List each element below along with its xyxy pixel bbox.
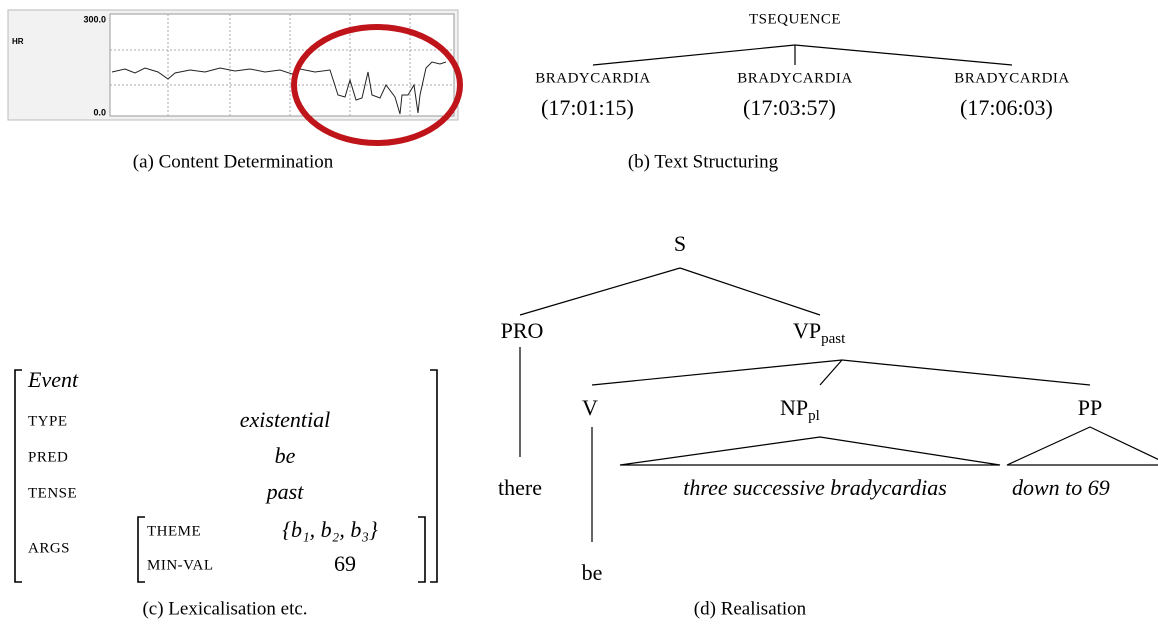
node-subscript: pl	[808, 408, 820, 424]
avm-feature: PRED	[28, 449, 68, 465]
time: (17:03:57)	[743, 95, 836, 120]
leaf: there	[498, 475, 542, 500]
time: (17:06:03)	[960, 95, 1053, 120]
avm-value: {b₁, b₂, b₃}	[282, 517, 378, 542]
avm-brackets	[15, 370, 437, 582]
caption: (d) Realisation	[694, 598, 807, 619]
tree-root: TSEQUENCE	[749, 11, 841, 27]
node-subscript: past	[821, 331, 846, 347]
caption: (c) Lexicalisation etc.	[142, 598, 307, 619]
top-label: 300.0	[83, 14, 106, 24]
time: (17:01:15)	[541, 95, 634, 120]
leaf: three successive bradycardias	[683, 475, 947, 500]
leaf: down to 69	[1012, 475, 1110, 500]
tree-node: BRADYCARDIA	[535, 70, 651, 86]
node-label: NP	[780, 395, 808, 420]
axis-label: HR	[12, 37, 24, 46]
avm-head: Event	[27, 367, 79, 392]
avm-value: existential	[240, 407, 330, 432]
avm-feature: ARGS	[28, 540, 70, 556]
parse-node: S	[674, 231, 686, 256]
hr-screenshot: HR 300.0 0.0	[8, 10, 460, 143]
avm-value: 69	[334, 551, 356, 576]
tree-edges	[593, 45, 1012, 65]
avm-value: be	[275, 443, 296, 468]
caption: (b) Text Structuring	[628, 151, 779, 172]
tree-node: BRADYCARDIA	[954, 70, 1070, 86]
parse-edges	[520, 268, 1158, 542]
avm-feature: MIN-VAL	[147, 557, 214, 573]
avm-value: past	[265, 479, 305, 504]
avm-feature: TYPE	[28, 413, 68, 429]
leaf: be	[582, 560, 603, 585]
figure: HR 300.0 0.0 (a) Content Determination T…	[0, 0, 1158, 625]
parse-node: PRO	[501, 318, 544, 343]
caption: (a) Content Determination	[133, 151, 334, 172]
avm-feature: TENSE	[28, 485, 77, 501]
parse-node: PP	[1078, 395, 1102, 420]
parse-node: VPpast	[793, 318, 846, 347]
page: {"panel_a": {"axis_label": "HR", "top_la…	[0, 0, 1158, 625]
node-label: VP	[793, 318, 821, 343]
tree-node: BRADYCARDIA	[737, 70, 853, 86]
bottom-label: 0.0	[93, 107, 106, 117]
avm-feature: THEME	[147, 523, 201, 539]
parse-node: V	[582, 395, 598, 420]
parse-node: NPpl	[780, 395, 820, 424]
